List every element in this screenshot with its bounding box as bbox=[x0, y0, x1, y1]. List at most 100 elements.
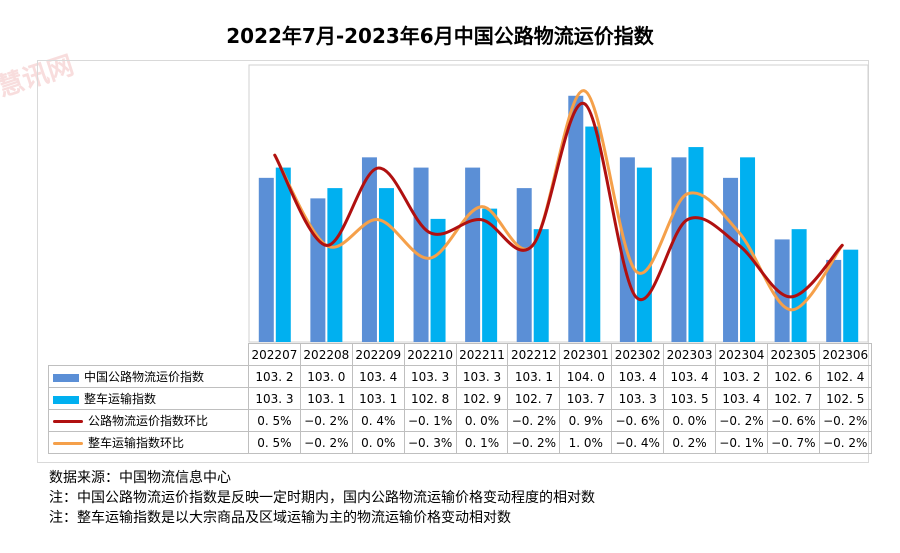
bar-freight-index-202207 bbox=[258, 177, 274, 342]
table-cell: 103. 1 bbox=[351, 387, 405, 410]
table-cell: 102. 7 bbox=[507, 387, 561, 410]
table-cell: 103. 3 bbox=[611, 387, 665, 410]
table-cell: 103. 4 bbox=[351, 365, 405, 388]
plot-svg bbox=[248, 64, 869, 343]
note-index-definition: 注：中国公路物流运价指数是反映一定时期内，国内公路物流运输价格变动程度的相对数 bbox=[49, 490, 595, 506]
table-cell: 0. 2% bbox=[663, 431, 717, 454]
table-cell: −0. 6% bbox=[766, 409, 820, 432]
table-cell: 103. 0 bbox=[299, 365, 353, 388]
table-cell: 102. 6 bbox=[766, 365, 820, 388]
table-cell: 104. 0 bbox=[559, 365, 613, 388]
table-cell: −0. 3% bbox=[403, 431, 457, 454]
line-truck-index-mom bbox=[273, 89, 844, 312]
table-cell: 102. 7 bbox=[766, 387, 820, 410]
table-cell: 103. 4 bbox=[715, 387, 768, 410]
table-cell: −0. 4% bbox=[611, 431, 665, 454]
bar-freight-index-202306 bbox=[826, 259, 842, 342]
table-cell: −0. 7% bbox=[766, 431, 820, 454]
legend-swatch bbox=[53, 373, 79, 382]
table-cell: 1. 0% bbox=[559, 431, 613, 454]
legend-entry: 中国公路物流运价指数 bbox=[48, 365, 249, 388]
table-cell: 103. 3 bbox=[403, 365, 457, 388]
table-cell: −0. 1% bbox=[403, 409, 457, 432]
table-cell: 0. 0% bbox=[455, 409, 509, 432]
bar-truck-index-202305 bbox=[791, 229, 807, 342]
table-cell: 103. 4 bbox=[663, 365, 717, 388]
table-cell: −0. 2% bbox=[818, 431, 872, 454]
bar-truck-index-202304 bbox=[740, 157, 756, 342]
note-source: 数据来源：中国物流信息中心 bbox=[49, 470, 231, 486]
x-tick-label: 202212 bbox=[507, 343, 561, 366]
x-tick-label: 202207 bbox=[248, 343, 301, 366]
table-row: 整车运输指数环比 0. 5% −0. 2% 0. 0% −0. 3% 0. 1% −0. 2… bbox=[48, 431, 872, 454]
table-cell: 103. 5 bbox=[663, 387, 717, 410]
bar-truck-index-202209 bbox=[378, 188, 394, 342]
chart-area bbox=[37, 60, 869, 463]
legend-entry: 整车运输指数环比 bbox=[48, 431, 249, 454]
x-tick-label: 202301 bbox=[559, 343, 613, 366]
bar-truck-index-202302 bbox=[636, 167, 652, 342]
legend-swatch bbox=[53, 420, 83, 423]
table-cell: 103. 1 bbox=[507, 365, 561, 388]
table-cell: 0. 0% bbox=[663, 409, 717, 432]
table-cell: −0. 2% bbox=[299, 409, 353, 432]
table-cell: −0. 1% bbox=[715, 431, 768, 454]
x-tick-label: 202304 bbox=[715, 343, 768, 366]
bar-truck-index-202303 bbox=[688, 147, 704, 342]
bar-freight-index-202303 bbox=[671, 157, 687, 342]
table-cell: −0. 2% bbox=[299, 431, 353, 454]
x-tick-label: 202208 bbox=[299, 343, 353, 366]
bar-truck-index-202210 bbox=[430, 218, 446, 342]
legend-entry: 整车运输指数 bbox=[48, 387, 249, 410]
table-row: 中国公路物流运价指数 103. 2 103. 0 103. 4 103. 3 103. 3… bbox=[48, 365, 872, 388]
bar-freight-index-202304 bbox=[723, 177, 739, 342]
bar-freight-index-202212 bbox=[516, 188, 532, 342]
table-cell: 103. 3 bbox=[455, 365, 509, 388]
table-row: 整车运输指数 103. 3 103. 1 103. 1 102. 8 102. 9 102.… bbox=[48, 387, 872, 410]
x-tick-label: 202306 bbox=[818, 343, 872, 366]
bar-truck-index-202212 bbox=[533, 229, 549, 342]
x-tick-label: 202211 bbox=[455, 343, 509, 366]
bar-truck-index-202208 bbox=[327, 188, 343, 342]
table-cell: −0. 2% bbox=[507, 431, 561, 454]
table-cell: 103. 1 bbox=[299, 387, 353, 410]
table-cell: 0. 1% bbox=[455, 431, 509, 454]
legend-label: 整车运输指数 bbox=[84, 392, 157, 406]
x-tick-label: 202209 bbox=[351, 343, 405, 366]
table-cell: 0. 4% bbox=[351, 409, 405, 432]
legend-label: 整车运输指数环比 bbox=[88, 436, 185, 450]
table-corner bbox=[49, 344, 249, 366]
table-cell: 0. 5% bbox=[248, 409, 301, 432]
legend-swatch bbox=[53, 395, 79, 404]
line-freight-index-mom bbox=[273, 102, 844, 302]
bar-freight-index-202305 bbox=[774, 239, 790, 342]
note-truck-definition: 注：整车运输指数是以大宗商品及区域运输为主的物流运输价格变动相对数 bbox=[49, 510, 511, 526]
table-cell: −0. 2% bbox=[818, 409, 872, 432]
table-cell: −0. 6% bbox=[611, 409, 665, 432]
table-cell: 0. 9% bbox=[559, 409, 613, 432]
bar-truck-index-202306 bbox=[843, 249, 859, 342]
table-cell: 103. 2 bbox=[248, 365, 301, 388]
data-table: 202207 202208 202209 202210 202211 202212 2023… bbox=[48, 343, 872, 454]
table-cell: 102. 5 bbox=[818, 387, 872, 410]
x-tick-label: 202302 bbox=[611, 343, 665, 366]
table-cell: 103. 3 bbox=[248, 387, 301, 410]
table-header-row: 202207 202208 202209 202210 202211 202212 2023… bbox=[49, 343, 872, 366]
legend-entry: 公路物流运价指数环比 bbox=[48, 409, 249, 432]
notes: 数据来源：中国物流信息中心 注：中国公路物流运价指数是反映一定时期内，国内公路物… bbox=[49, 468, 595, 528]
x-tick-label: 202305 bbox=[766, 343, 820, 366]
table-cell: −0. 2% bbox=[715, 409, 768, 432]
bar-freight-index-202211 bbox=[465, 167, 481, 342]
bar-freight-index-202208 bbox=[310, 198, 326, 342]
table-cell: −0. 2% bbox=[507, 409, 561, 432]
x-tick-label: 202303 bbox=[663, 343, 717, 366]
x-tick-label: 202210 bbox=[403, 343, 457, 366]
bar-truck-index-202301 bbox=[585, 126, 601, 342]
bar-freight-index-202209 bbox=[361, 157, 377, 342]
table-cell: 0. 0% bbox=[351, 431, 405, 454]
table-cell: 103. 2 bbox=[715, 365, 768, 388]
bar-truck-index-202211 bbox=[482, 208, 498, 342]
chart-title: 2022年7月-2023年6月中国公路物流运价指数 bbox=[226, 24, 654, 48]
bar-truck-index-202207 bbox=[275, 167, 291, 342]
table-row: 公路物流运价指数环比 0. 5% −0. 2% 0. 4% −0. 1% 0. 0% −0.… bbox=[48, 409, 872, 432]
